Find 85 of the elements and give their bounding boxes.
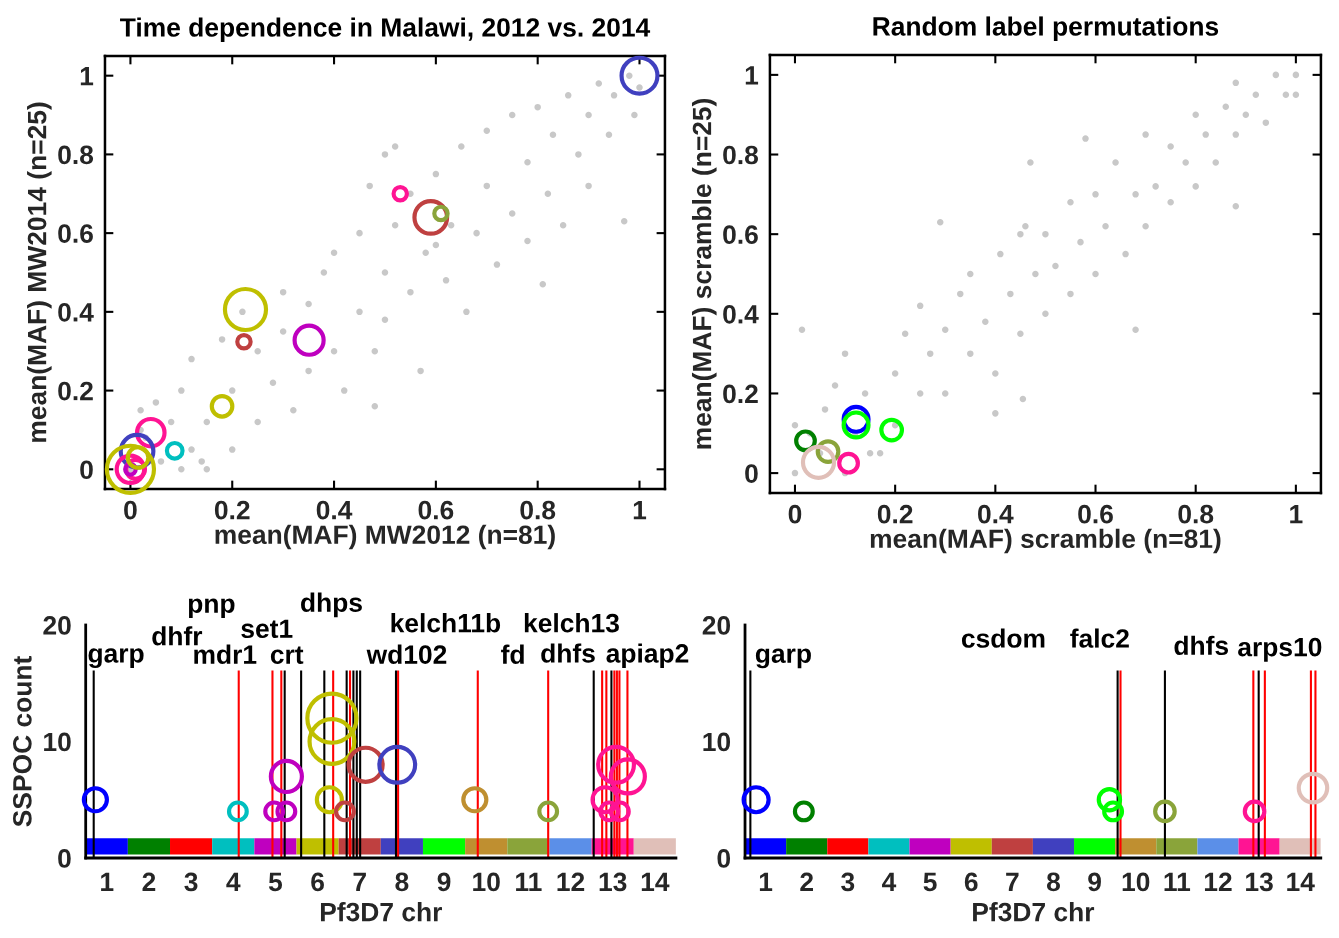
x-tick-label: 2 (800, 872, 813, 891)
chart-title: Random label permutations (873, 16, 1219, 41)
x-tick-label: 0.8 (520, 500, 556, 520)
annotation: mdr1 (194, 644, 257, 664)
x-tick-label: 9 (1088, 872, 1101, 892)
annotation: crt (270, 646, 304, 664)
x-tick-label: 12 (1204, 872, 1232, 891)
x-axis-title: Pf3D7 chr (320, 902, 443, 922)
y-tick-label: 0.4 (58, 302, 94, 322)
x-tick-label: 0.6 (418, 500, 454, 520)
x-tick-label: 1 (1290, 505, 1303, 524)
x-axis-title: mean(MAF) MW2012 (n=81) (215, 524, 555, 550)
annotation: csdom (961, 628, 1045, 648)
x-tick-label: 0.6 (1078, 504, 1113, 524)
annotation: falc2 (1070, 628, 1129, 648)
x-tick-label: 5 (268, 872, 283, 892)
x-tick-label: 0.2 (877, 504, 913, 524)
x-tick-label: 1 (101, 872, 114, 891)
x-tick-label: 7 (1006, 872, 1019, 891)
x-tick-label: 4 (226, 872, 241, 891)
y-tick-label: 0.2 (58, 381, 93, 401)
chart-title: Time dependence in Malawi, 2012 vs. 2014 (120, 17, 651, 43)
x-tick-label: 11 (516, 872, 542, 891)
x-tick-label: 8 (395, 872, 409, 892)
x-tick-label: 0.4 (316, 500, 353, 520)
x-axis-title: mean(MAF) scramble (n=81) (870, 528, 1221, 554)
y-tick-label: 10 (703, 732, 731, 752)
y-tick-label: 0.6 (723, 225, 758, 244)
x-tick-label: 0.8 (1178, 504, 1214, 524)
y-tick-label: 1 (745, 66, 759, 85)
annotation: dhfs (1174, 635, 1229, 656)
y-tick-label: 0 (80, 460, 93, 480)
y-axis-title: SSPOC count (13, 656, 32, 827)
annotation: dhfr (152, 626, 203, 646)
annotation: apiap2 (606, 643, 689, 668)
x-tick-label: 11 (1164, 872, 1191, 891)
annotation: garp (88, 648, 144, 669)
x-tick-label: 1 (633, 501, 647, 520)
y-tick-label: 0 (745, 464, 758, 483)
annotation: dhfs (541, 643, 595, 663)
annotation: kelch11b (391, 613, 501, 633)
text: dhps (301, 592, 362, 618)
x-tick-label: 6 (964, 872, 978, 892)
x-tick-label: 14 (1287, 872, 1315, 891)
y-axis-title: mean(MAF) scramble (n=25) (691, 98, 717, 449)
x-tick-label: 0 (124, 500, 137, 520)
y-tick-label: 20 (43, 616, 71, 635)
annotation: wd102 (366, 644, 447, 664)
x-tick-label: 13 (599, 872, 627, 892)
y-tick-label: 0 (717, 849, 731, 868)
x-tick-label: 6 (311, 872, 324, 892)
x-tick-label: 3 (184, 872, 198, 892)
x-tick-label: 3 (841, 872, 855, 892)
annotation: kelch13 (524, 613, 619, 633)
annotation: fd (501, 644, 524, 664)
y-tick-label: 0 (58, 849, 71, 868)
x-tick-label: 4 (882, 872, 897, 891)
x-tick-label: 2 (142, 872, 156, 891)
annotation: arps10 (1238, 637, 1322, 662)
y-axis-title: mean(MAF) MW2014 (n=25) (27, 102, 52, 442)
y-tick-label: 0.4 (723, 304, 759, 324)
x-tick-label: 12 (557, 872, 585, 891)
x-tick-label: 1 (759, 872, 773, 891)
x-tick-label: 14 (641, 872, 670, 891)
annotation: set1 (241, 619, 293, 639)
y-tick-label: 10 (44, 732, 71, 752)
y-tick-label: 0.8 (723, 145, 759, 165)
x-tick-label: 0.2 (214, 500, 250, 520)
x-axis-title: Pf3D7 chr (973, 902, 1095, 922)
x-tick-label: 13 (1246, 872, 1273, 892)
x-tick-label: 5 (923, 872, 937, 892)
y-tick-label: 0.8 (58, 145, 94, 165)
x-tick-label: 9 (437, 872, 451, 892)
x-tick-label: 0.4 (978, 504, 1014, 524)
x-tick-label: 10 (1122, 872, 1150, 892)
y-tick-label: 0.2 (723, 384, 758, 404)
x-tick-label: 8 (1046, 872, 1060, 892)
x-tick-label: 7 (353, 872, 366, 891)
y-tick-label: 0.6 (58, 224, 93, 243)
annotation: garp (755, 648, 811, 669)
y-tick-label: 20 (702, 616, 731, 635)
x-tick-label: 0 (788, 504, 802, 524)
y-tick-label: 1 (80, 67, 94, 86)
x-tick-label: 10 (473, 872, 500, 892)
text: pnp (188, 598, 235, 619)
